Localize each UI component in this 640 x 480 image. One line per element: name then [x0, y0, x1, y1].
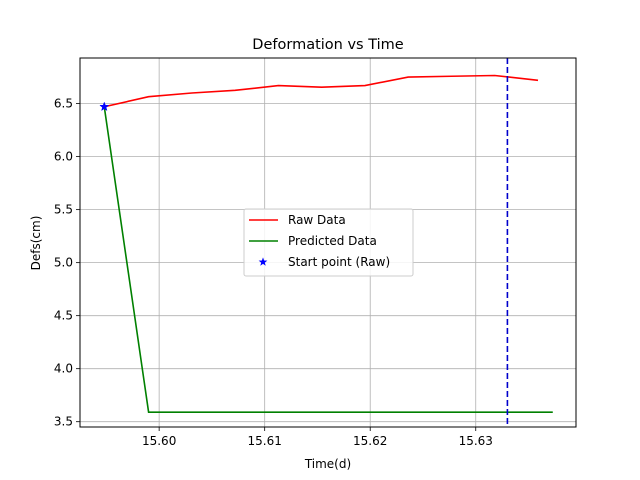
- y-axis-label: Defs(cm): [29, 216, 43, 271]
- series-line-raw-data: [104, 74, 539, 108]
- plot-frame: [79, 57, 577, 428]
- x-tick-label: 15.63: [459, 434, 493, 448]
- chart-title: Deformation vs Time: [252, 37, 403, 53]
- x-tick-label: 15.62: [353, 434, 387, 448]
- y-tick-label: 4.5: [54, 309, 73, 323]
- x-axis-label: Time(d): [304, 457, 351, 471]
- legend: Raw Data Predicted Data Start point (Raw): [243, 208, 414, 277]
- y-tick-label: 5.0: [54, 256, 73, 270]
- series-line-predicted-data: [103, 106, 553, 413]
- x-tick-label: 15.61: [248, 434, 282, 448]
- y-axis-ticks: 3.5 4.0 4.5 5.0 5.5 6.0 6.5: [54, 97, 80, 429]
- x-tick-label: 15.60: [142, 434, 176, 448]
- start-point-marker: [99, 101, 110, 112]
- y-tick-label: 5.5: [54, 203, 73, 217]
- y-tick-label: 6.5: [54, 97, 73, 111]
- legend-box: [243, 208, 414, 277]
- legend-swatch: [258, 257, 268, 266]
- y-tick-label: 6.0: [54, 150, 73, 164]
- y-tick-label: 4.0: [54, 362, 73, 376]
- legend-label: Raw Data: [288, 213, 346, 227]
- legend-label: Predicted Data: [288, 234, 377, 248]
- series-layer: [99, 58, 553, 427]
- y-tick-label: 3.5: [54, 415, 73, 429]
- x-axis-ticks: 15.60 15.61 15.62 15.63: [142, 427, 493, 448]
- legend-label: Start point (Raw): [288, 255, 390, 269]
